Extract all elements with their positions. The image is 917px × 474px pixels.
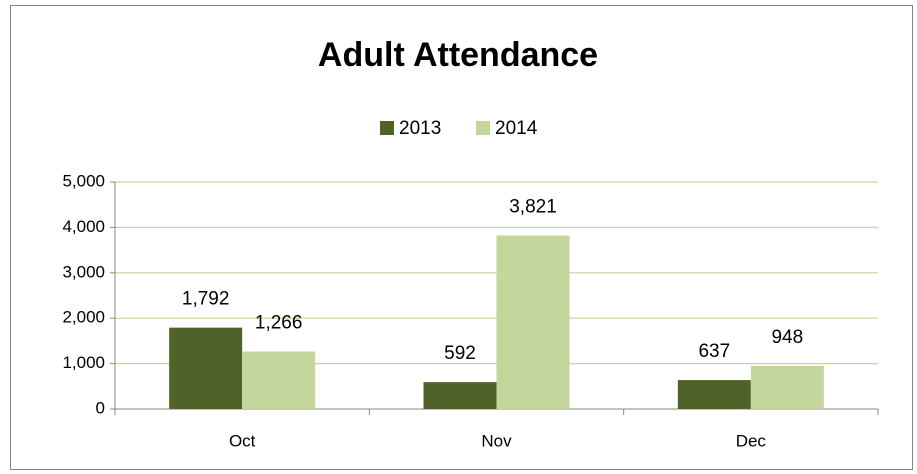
value-label: 1,792 bbox=[182, 289, 230, 310]
y-tick-label: 5,000 bbox=[62, 171, 105, 190]
legend-swatch bbox=[380, 121, 394, 135]
y-tick-label: 3,000 bbox=[62, 262, 105, 281]
y-tick-label: 4,000 bbox=[62, 217, 105, 236]
y-tick-label: 0 bbox=[96, 398, 105, 417]
chart-title: Adult Attendance bbox=[318, 36, 598, 74]
value-label: 637 bbox=[698, 341, 730, 362]
value-label: 948 bbox=[771, 327, 803, 348]
bar bbox=[750, 365, 824, 409]
bar bbox=[169, 327, 243, 409]
value-label: 3,821 bbox=[509, 197, 557, 218]
bar bbox=[677, 380, 751, 409]
legend-label: 2014 bbox=[495, 118, 538, 139]
value-label: 592 bbox=[444, 343, 476, 364]
y-tick-label: 1,000 bbox=[62, 353, 105, 372]
bar bbox=[242, 351, 316, 409]
bar bbox=[423, 382, 497, 409]
y-tick-label: 2,000 bbox=[62, 308, 105, 327]
legend-label: 2013 bbox=[399, 118, 441, 139]
legend-swatch bbox=[476, 121, 490, 135]
x-tick-label: Oct bbox=[229, 431, 256, 450]
x-tick-label: Dec bbox=[736, 431, 767, 450]
bar bbox=[496, 235, 570, 409]
x-tick-label: Nov bbox=[481, 431, 512, 450]
value-label: 1,266 bbox=[255, 313, 303, 334]
